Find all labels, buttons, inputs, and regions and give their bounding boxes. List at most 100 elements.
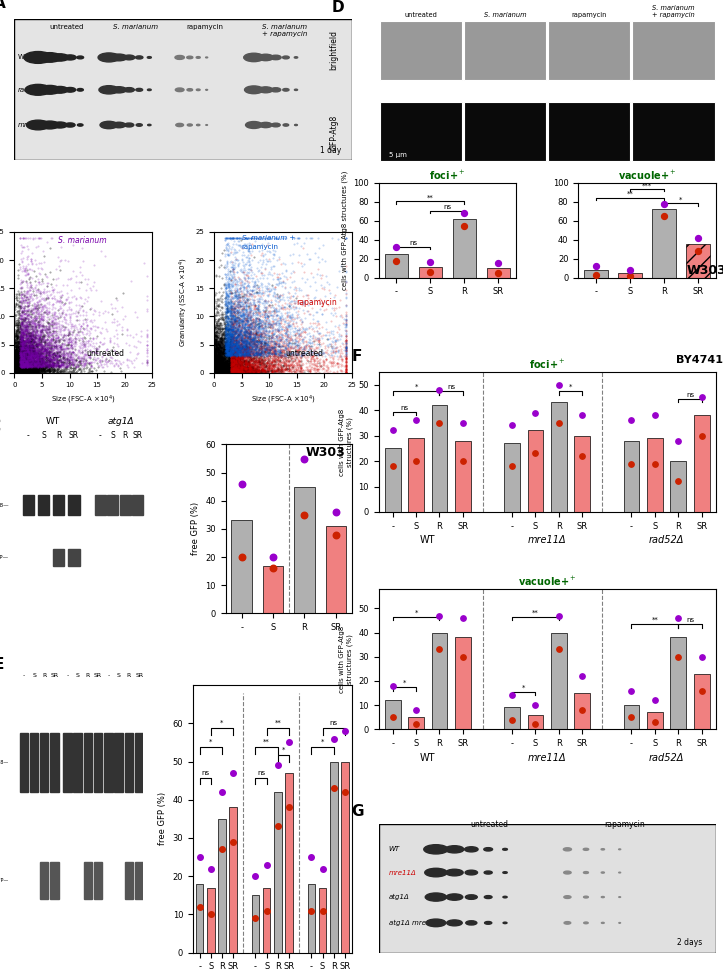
Point — [242, 342, 254, 358]
Point — [239, 332, 250, 348]
Point — [255, 341, 267, 357]
Point — [235, 304, 247, 320]
Point — [282, 352, 294, 367]
Point — [257, 342, 268, 358]
Point — [230, 359, 241, 374]
Point — [235, 343, 247, 359]
Point — [236, 362, 247, 377]
Point — [15, 350, 27, 365]
Point — [27, 349, 39, 364]
Point — [9, 334, 20, 350]
Point — [273, 353, 285, 368]
Point — [106, 314, 118, 330]
Point — [16, 346, 27, 362]
Point — [91, 340, 103, 356]
Point — [215, 257, 227, 272]
Point — [270, 362, 282, 377]
Point — [281, 307, 293, 323]
Point — [228, 260, 239, 275]
Point — [213, 317, 225, 332]
Point — [11, 364, 22, 379]
Point — [241, 356, 253, 371]
Point — [341, 347, 352, 363]
Point — [41, 352, 53, 367]
Point — [218, 350, 230, 365]
Point — [16, 340, 27, 356]
Point — [15, 330, 27, 346]
Point — [251, 278, 262, 294]
Point — [239, 313, 251, 329]
Point — [239, 332, 250, 348]
Point — [32, 345, 43, 361]
Point — [241, 229, 252, 245]
Point — [222, 340, 234, 356]
Point — [88, 274, 100, 290]
Point — [99, 354, 111, 369]
Point — [218, 351, 229, 366]
Point — [249, 290, 260, 305]
Point — [268, 300, 280, 316]
Point — [234, 338, 245, 354]
Point — [31, 352, 43, 367]
Point — [226, 295, 237, 311]
Point — [280, 327, 291, 342]
Point — [223, 337, 234, 353]
Point — [9, 358, 20, 373]
Point — [278, 363, 289, 378]
Point — [13, 305, 25, 321]
Point — [215, 356, 226, 371]
Point — [20, 347, 31, 363]
Point — [239, 347, 250, 363]
Point — [35, 359, 47, 374]
Point — [17, 349, 28, 364]
Point — [10, 290, 22, 305]
Point — [234, 353, 246, 368]
Point — [246, 316, 257, 331]
Point — [236, 347, 247, 363]
Point — [90, 344, 101, 360]
Point — [254, 308, 266, 324]
Point — [220, 343, 231, 359]
Point — [22, 330, 33, 346]
Point — [228, 345, 239, 361]
Point — [16, 358, 27, 373]
Point — [20, 264, 32, 280]
Point — [213, 337, 224, 353]
Point — [320, 328, 332, 343]
Point — [283, 286, 295, 301]
Point — [74, 356, 86, 371]
Point — [257, 343, 268, 359]
Point — [11, 342, 22, 358]
Point — [238, 364, 249, 380]
Point — [22, 343, 33, 359]
Point — [15, 329, 27, 344]
Point — [236, 343, 247, 359]
Point — [245, 336, 257, 352]
Point — [244, 362, 255, 377]
Point — [210, 348, 222, 364]
Point — [89, 313, 100, 329]
Point — [209, 325, 221, 340]
Point — [210, 355, 222, 370]
Point — [236, 340, 248, 356]
Point — [218, 363, 229, 378]
Point — [232, 359, 244, 374]
Point — [341, 357, 352, 372]
Point — [226, 268, 238, 284]
Point — [9, 348, 21, 364]
Point — [24, 352, 35, 367]
Point — [20, 337, 31, 353]
Point — [35, 336, 47, 352]
Point — [222, 357, 234, 372]
Point — [14, 338, 26, 354]
Point — [43, 347, 54, 363]
Point — [236, 354, 247, 369]
Point — [38, 342, 50, 358]
Point — [262, 364, 273, 380]
Point — [218, 333, 230, 349]
Point — [226, 323, 237, 338]
Point — [22, 347, 33, 363]
Point — [25, 253, 37, 268]
Point — [20, 347, 31, 363]
Point — [231, 341, 242, 357]
